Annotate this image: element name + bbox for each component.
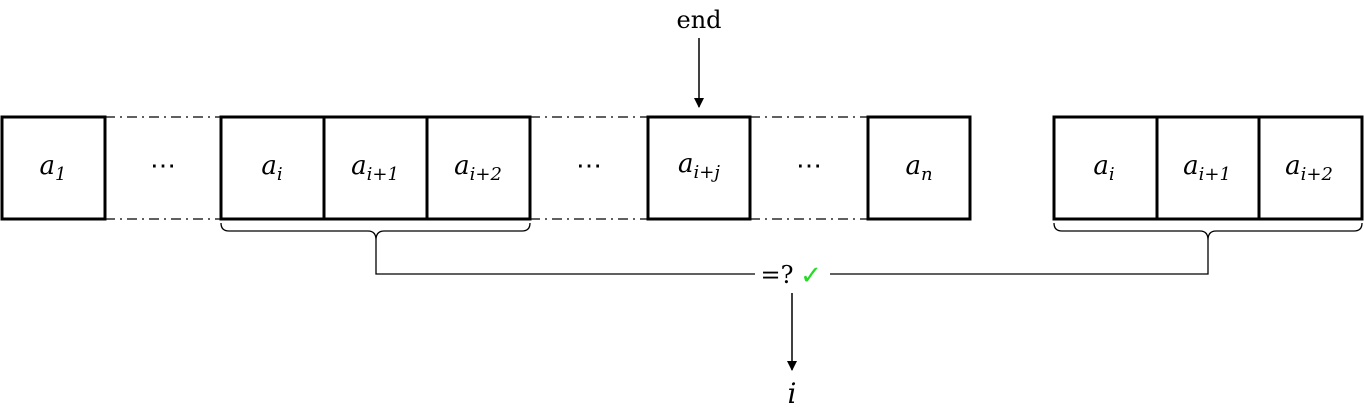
cell-an-label: an [905, 151, 932, 185]
check-mark-icon: ✓ [800, 261, 822, 291]
main-array [0, 115, 972, 221]
window-connector [375, 240, 755, 275]
cell-ai2-label: ai+2 [454, 151, 502, 185]
pattern-cell-ai2 [1257, 115, 1364, 221]
pattern-array [1052, 115, 1364, 221]
ellipsis-2: ⋯ [576, 151, 602, 181]
cell-ai-label: ai [261, 151, 282, 185]
pattern-brace [1053, 222, 1363, 241]
cell-ai2 [425, 115, 532, 221]
cell-an [866, 115, 972, 221]
cell-a1-label: a1 [40, 151, 67, 185]
result-label: i [788, 377, 797, 410]
window-brace [220, 222, 531, 241]
ellipsis-3: ⋯ [796, 151, 822, 181]
pattern-cell-ai1-label: ai+1 [1183, 151, 1231, 185]
cell-aij [646, 115, 752, 221]
continuation-lines [105, 116, 868, 220]
pattern-cell-ai-label: ai [1093, 151, 1114, 185]
cell-ai1-label: ai+1 [351, 151, 399, 185]
cell-aij-label: ai+j [678, 149, 720, 183]
cell-a1 [0, 115, 107, 221]
comparison-operator: =? [761, 261, 794, 289]
end-pointer-label: end [676, 6, 721, 34]
pattern-connector [830, 240, 1209, 275]
ellipsis-1: ⋯ [150, 151, 176, 181]
pattern-cell-ai2-label: ai+2 [1285, 151, 1333, 185]
